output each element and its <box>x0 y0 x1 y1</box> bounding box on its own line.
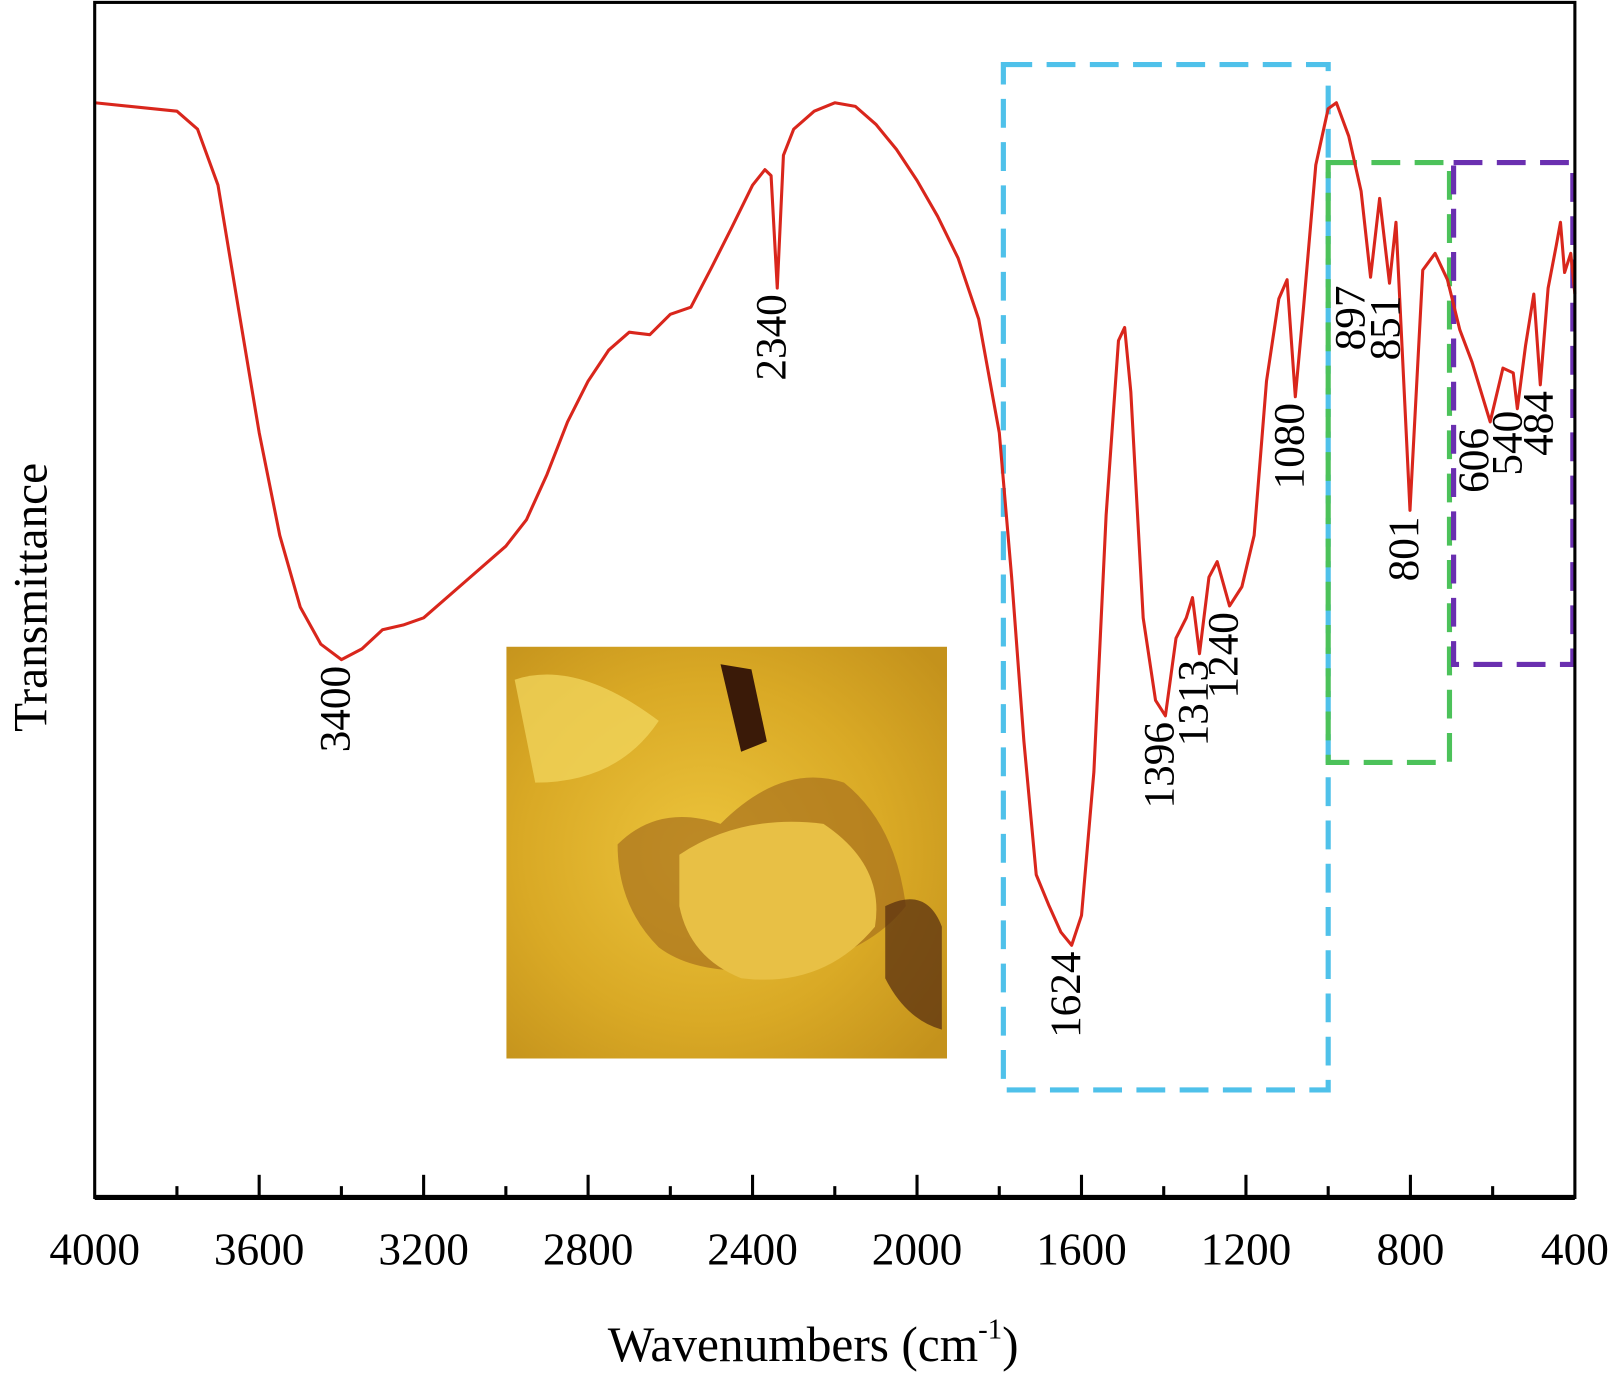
x-tick-label: 2000 <box>872 1224 963 1274</box>
x-axis-label-superscript: -1 <box>978 1313 1002 1345</box>
spectrum-line <box>94 101 1577 947</box>
x-axis-label-main: Wavenumbers (cm <box>608 1317 978 1372</box>
x-axis-label-close: ) <box>1002 1317 1018 1372</box>
x-tick-label: 2800 <box>543 1224 634 1274</box>
x-tick-label: 3200 <box>378 1224 469 1274</box>
highlight-region-box-1 <box>1000 61 1331 1093</box>
x-tick-label: 3600 <box>214 1224 305 1274</box>
inset-crystal-lump <box>679 821 877 980</box>
x-tick-label: 1200 <box>1201 1224 1292 1274</box>
peak-label-3400: 3400 <box>312 666 360 752</box>
peak-label-1080: 1080 <box>1266 403 1314 489</box>
peak-label-1240: 1240 <box>1200 612 1248 698</box>
y-axis-label: Transmittance <box>5 463 57 732</box>
peak-label-540: 540 <box>1483 411 1531 476</box>
peak-label-484: 484 <box>1515 391 1563 456</box>
highlight-region-box-2 <box>1325 159 1453 766</box>
x-tick-label: 2400 <box>707 1224 798 1274</box>
inset-dark-crevice <box>720 664 767 752</box>
peak-label-606: 606 <box>1450 428 1498 493</box>
peak-label-851: 851 <box>1362 296 1410 361</box>
x-axis-label: Wavenumbers (cm-1) <box>608 1313 1019 1372</box>
peak-label-1313: 1313 <box>1170 660 1218 746</box>
x-tick-label: 4000 <box>49 1224 140 1274</box>
peak-label-2340: 2340 <box>747 294 795 380</box>
inset-photo <box>506 646 947 1059</box>
peak-label-1624: 1624 <box>1042 951 1090 1037</box>
inset-dark-corner <box>885 899 942 1030</box>
x-tick-label: 800 <box>1376 1224 1444 1274</box>
peak-label-1396: 1396 <box>1136 722 1184 808</box>
x-tick-label: 400 <box>1541 1224 1609 1274</box>
peak-label-897: 897 <box>1326 286 1374 351</box>
highlight-region-box-3 <box>1451 159 1576 668</box>
inset-highlight <box>514 674 659 783</box>
x-tick-label: 1600 <box>1036 1224 1127 1274</box>
peak-label-801: 801 <box>1380 516 1428 581</box>
